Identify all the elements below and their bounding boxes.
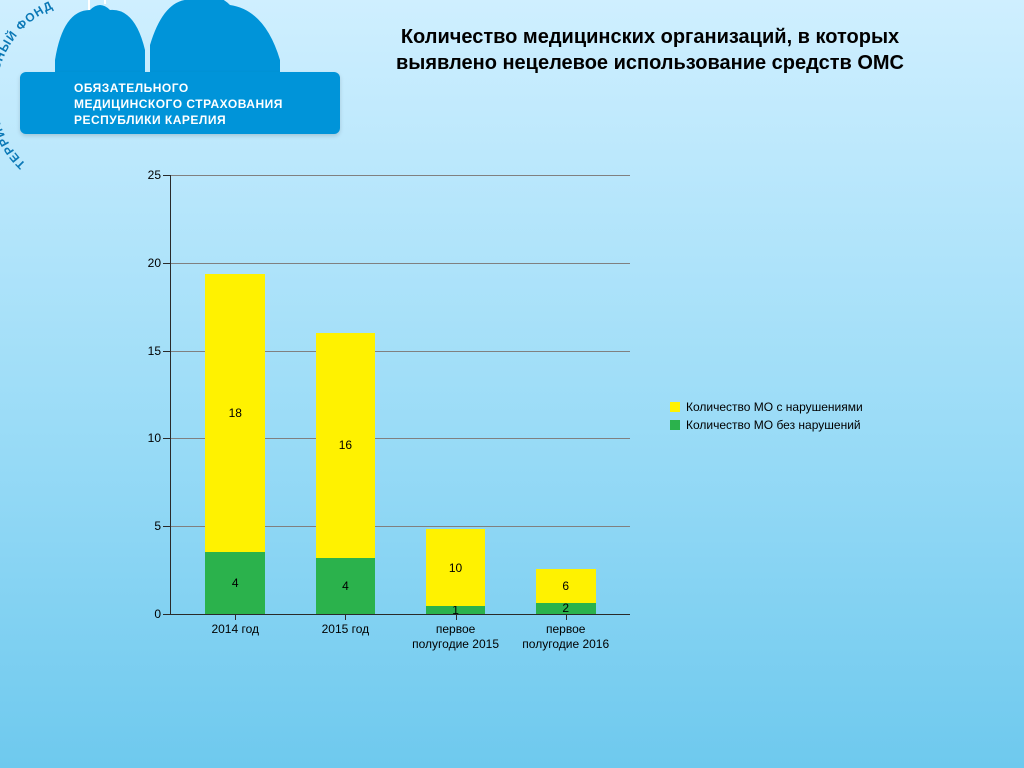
bar-segment: 6 bbox=[536, 569, 596, 603]
bar-segment: 18 bbox=[205, 274, 265, 552]
bar-segment: 4 bbox=[205, 552, 265, 614]
y-axis-label: 0 bbox=[154, 607, 171, 621]
bar-segment: 4 bbox=[316, 558, 376, 614]
brand-line-2: МЕДИЦИНСКОГО СТРАХОВАНИЯ bbox=[74, 96, 330, 112]
legend-swatch bbox=[670, 420, 680, 430]
brand-line-1: ОБЯЗАТЕЛЬНОГО bbox=[74, 80, 330, 96]
y-axis-label: 25 bbox=[148, 168, 171, 182]
bar-group: 418 bbox=[205, 228, 265, 614]
y-axis-label: 20 bbox=[148, 256, 171, 270]
bar-segment: 2 bbox=[536, 603, 596, 614]
plot-area: 05101520252014 год4182015 год416первоепо… bbox=[170, 175, 630, 615]
gridline bbox=[171, 175, 630, 176]
bar-segment: 10 bbox=[426, 529, 486, 606]
y-axis-label: 5 bbox=[154, 519, 171, 533]
legend: Количество МО с нарушениями Количество МО… bbox=[670, 400, 863, 436]
bar-group: 110 bbox=[426, 421, 486, 614]
legend-swatch bbox=[670, 402, 680, 412]
brand-text-block: ОБЯЗАТЕЛЬНОГО МЕДИЦИНСКОГО СТРАХОВАНИЯ Р… bbox=[20, 72, 340, 134]
brand-line-3: РЕСПУБЛИКИ КАРЕЛИЯ bbox=[74, 112, 330, 128]
y-axis-label: 15 bbox=[148, 344, 171, 358]
brand-logo: ТЕРРИТОРИАЛЬНЫЙ ФОНД ОБЯЗАТЕЛЬНОГО МЕДИЦ… bbox=[0, 0, 350, 150]
x-axis-label: первоеполугодие 2015 bbox=[395, 614, 515, 652]
legend-item: Количество МО с нарушениями bbox=[670, 400, 863, 414]
bar-group: 416 bbox=[316, 263, 376, 614]
page-title: Количество медицинских организаций, в ко… bbox=[370, 24, 930, 76]
bar-segment: 16 bbox=[316, 333, 376, 558]
y-axis-label: 10 bbox=[148, 431, 171, 445]
bar-segment: 1 bbox=[426, 606, 486, 614]
legend-label: Количество МО с нарушениями bbox=[686, 400, 863, 414]
x-axis-label: 2015 год bbox=[285, 614, 405, 637]
stacked-bar-chart: 05101520252014 год4182015 год416первоепо… bbox=[130, 175, 630, 675]
legend-label: Количество МО без нарушений bbox=[686, 418, 861, 432]
legend-item: Количество МО без нарушений bbox=[670, 418, 863, 432]
x-axis-label: первоеполугодие 2016 bbox=[505, 614, 625, 652]
x-axis-label: 2014 год bbox=[175, 614, 295, 637]
bar-group: 26 bbox=[536, 474, 596, 614]
